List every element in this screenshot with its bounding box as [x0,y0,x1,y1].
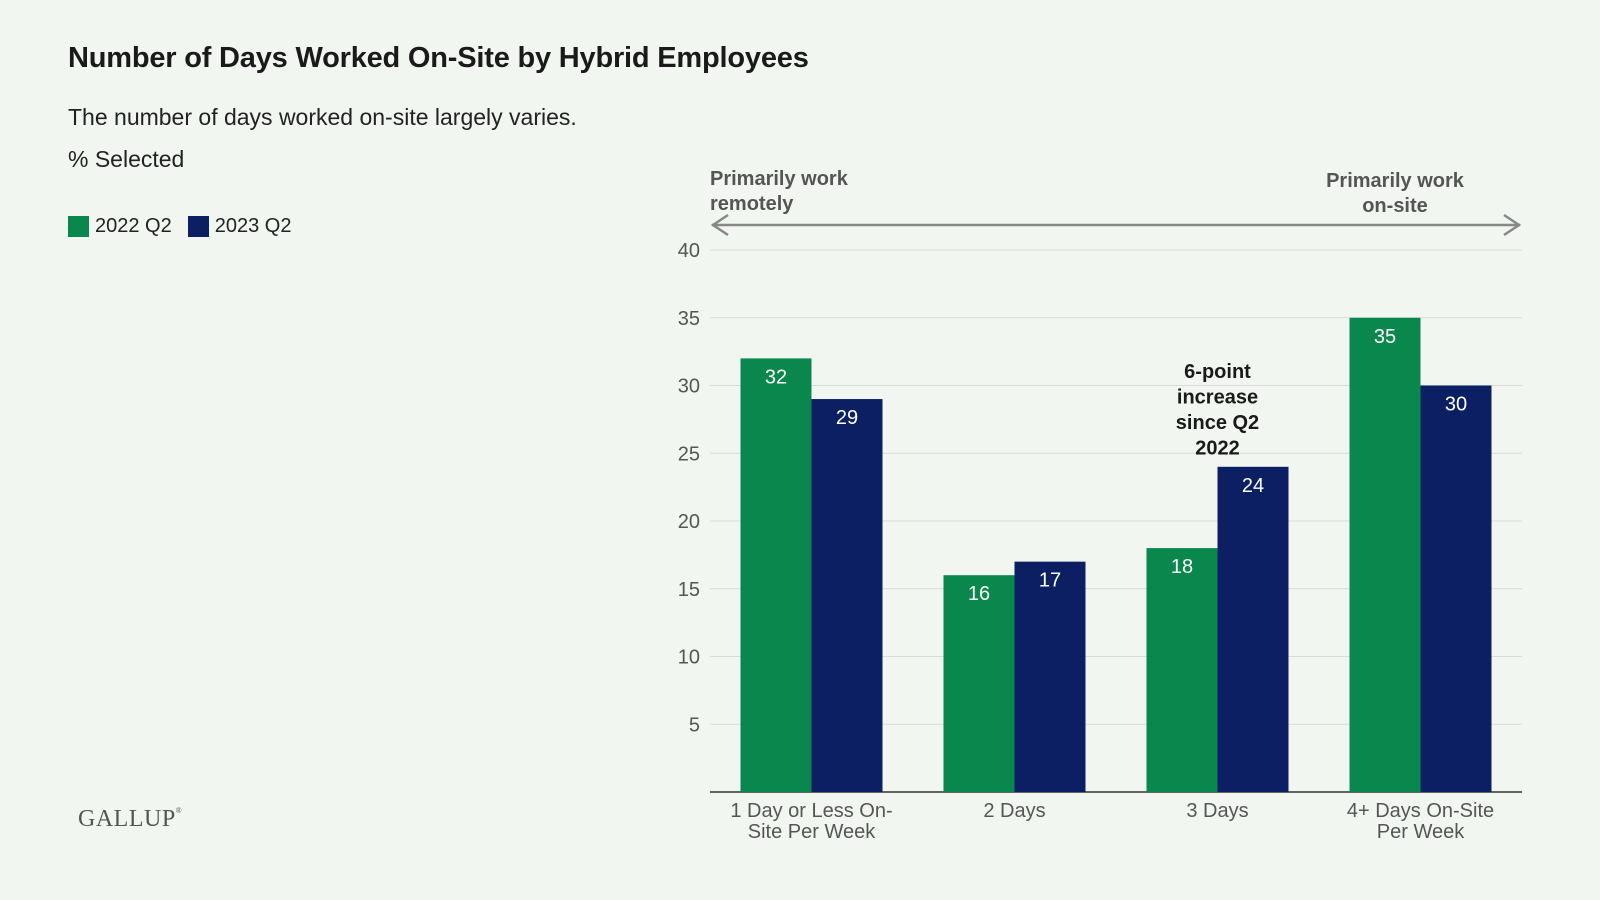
arrow-left-head [710,213,729,237]
bar [943,575,1015,792]
y-tick-label: 10 [678,647,700,669]
annotation-text: 2022 [1195,438,1240,460]
arrow-right-head [1503,213,1522,237]
x-tick-label: 1 Day or Less On- [730,800,892,822]
legend-item-2022: 2022 Q2 [68,215,172,238]
y-tick-label: 20 [678,511,700,533]
y-tick-label: 25 [678,443,700,465]
bar [1420,385,1492,792]
gallup-logo: GALLUP® [78,806,183,832]
data-label: 17 [1039,570,1061,592]
legend-label-2023: 2023 Q2 [214,215,292,237]
data-label: 29 [836,407,858,429]
data-label: 30 [1445,394,1467,416]
direction-label-right: on-site [1362,195,1428,217]
annotation-text: increase [1177,387,1258,409]
direction-label-right: Primarily work [1326,170,1465,192]
data-label: 32 [765,366,787,388]
y-tick-label: 40 [678,240,700,262]
legend: 2022 Q2 2023 Q2 [68,215,307,238]
x-tick-label: 4+ Days On-Site [1347,800,1494,822]
annotation-text: 6-point [1184,361,1251,383]
data-label: 18 [1171,556,1193,578]
chart-title: Number of Days Worked On-Site by Hybrid … [68,42,809,74]
bar [1146,548,1218,792]
y-tick-label: 15 [678,579,700,601]
bar [1349,317,1421,792]
unit-label: % Selected [68,146,185,172]
legend-item-2023: 2023 Q2 [187,215,292,238]
legend-swatch-2022 [68,216,89,237]
data-label: 24 [1242,475,1264,497]
y-tick-label: 30 [678,376,700,398]
direction-label-left: Primarily work [710,168,849,190]
chart-subtitle: The number of days worked on-site largel… [68,104,577,130]
annotation-text: since Q2 [1176,412,1259,434]
x-tick-label: Per Week [1377,821,1465,843]
x-tick-label: Site Per Week [748,821,876,843]
y-tick-label: 35 [678,308,700,330]
bar [811,399,883,792]
direction-label-left: remotely [710,193,794,215]
legend-label-2022: 2022 Q2 [95,215,172,237]
bar [1014,561,1086,792]
data-label: 16 [968,583,990,605]
y-tick-label: 5 [689,714,700,736]
data-label: 35 [1374,326,1396,348]
bar [1217,466,1289,792]
bar [740,358,812,792]
x-tick-label: 3 Days [1186,800,1248,822]
legend-swatch-2023 [187,216,209,237]
x-tick-label: 2 Days [983,800,1045,822]
